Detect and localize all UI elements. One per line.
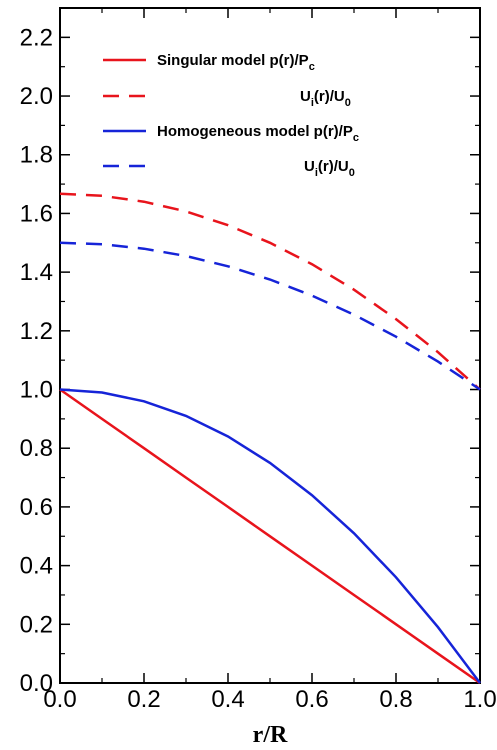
y-tick-label: 0.8	[20, 435, 53, 462]
y-tick-label: 1.0	[20, 377, 53, 404]
y-tick-label: 1.6	[20, 200, 53, 227]
x-axis-title: r/R	[253, 722, 288, 748]
legend-text-main: U	[304, 158, 315, 175]
legend-text-main: U	[300, 88, 311, 105]
y-tick-label: 0.4	[20, 553, 53, 580]
y-tick-label: 1.8	[20, 142, 53, 169]
legend-text-tail: (r)/U	[314, 88, 345, 105]
y-tick-label: 2.2	[20, 24, 53, 51]
y-tick-label: 1.2	[20, 318, 53, 345]
x-tick-label: 1.0	[463, 686, 496, 713]
legend-label-3: Homogeneous model p(r)/Pc	[157, 123, 359, 144]
series-line-2	[60, 194, 480, 390]
y-tick-label: 0.0	[20, 670, 53, 697]
legend-text-main: Homogeneous model p(r)/P	[157, 123, 353, 140]
series-line-1	[60, 390, 480, 684]
y-tick-label: 1.4	[20, 259, 53, 286]
y-tick-label: 0.2	[20, 611, 53, 638]
legend-text-main: Singular model p(r)/P	[157, 52, 309, 69]
legend-text-subscript-2: 0	[349, 167, 355, 179]
axis-ticks: 0.0 0.2 0.4 0.6 0.8 1.00.00.20.40.60.81.01.21…	[20, 8, 497, 713]
legend-label-2: Ui(r)/U0	[300, 88, 351, 109]
legend-text-subscript: c	[353, 132, 359, 144]
plot-frame	[60, 8, 480, 683]
legend: Singular model p(r)/PcUi(r)/U0Homogeneou…	[103, 52, 359, 179]
legend-label-1: Singular model p(r)/Pc	[157, 52, 315, 73]
x-tick-label: 0.2	[127, 686, 160, 713]
legend-label-4: Ui(r)/U0	[304, 158, 355, 179]
series-lines	[60, 194, 480, 683]
legend-text-subscript: c	[309, 61, 315, 73]
series-line-4	[60, 243, 480, 390]
x-tick-label: 0.4	[211, 686, 244, 713]
x-tick-label: 0.8	[379, 686, 412, 713]
legend-text-tail: (r)/U	[318, 158, 349, 175]
legend-text-subscript-2: 0	[345, 97, 351, 109]
x-tick-label: 0.6	[295, 686, 328, 713]
y-tick-label: 0.6	[20, 494, 53, 521]
y-tick-label: 2.0	[20, 83, 53, 110]
